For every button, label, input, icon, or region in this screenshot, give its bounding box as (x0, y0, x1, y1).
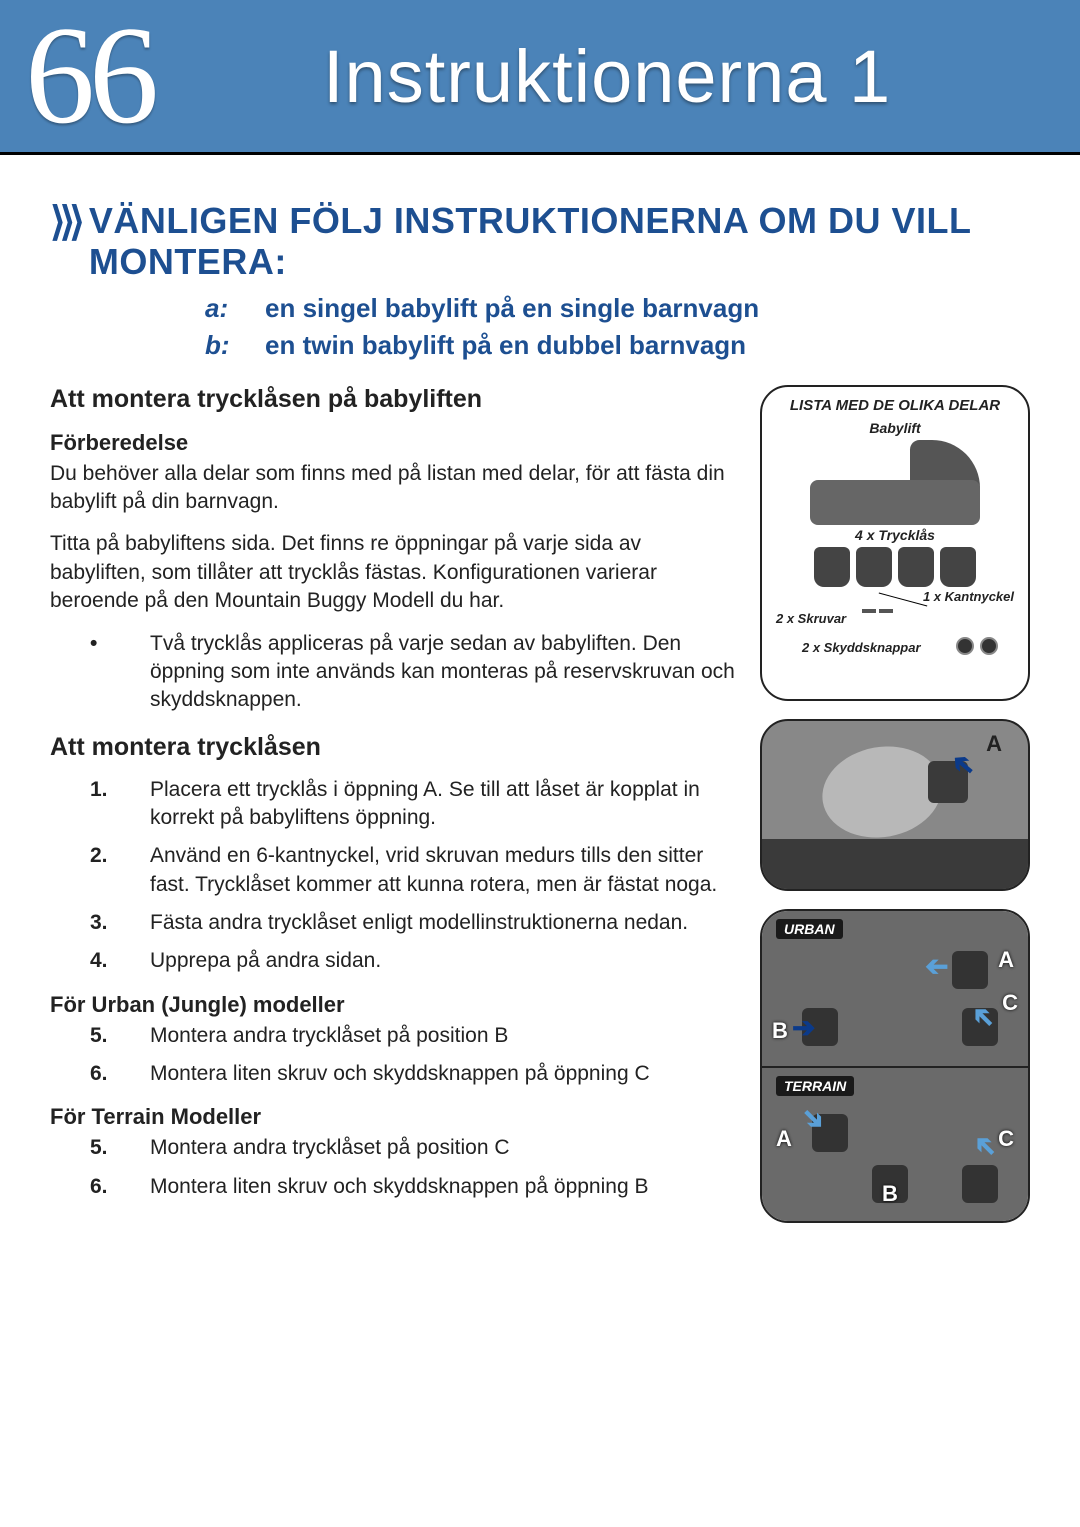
option-a: a: en singel babylift på en single barnv… (205, 293, 1030, 324)
urban-heading: För Urban (Jungle) modeller (50, 992, 740, 1018)
photo-urban: URBAN A B C ➔ ➔ ➔ (762, 911, 1028, 1066)
label-c: C (1002, 990, 1018, 1016)
chevron-icon: ⟩⟩⟩ (50, 202, 79, 242)
arrow-icon: ➔ (792, 1011, 815, 1044)
step-text: Upprepa på andra sidan. (150, 947, 740, 975)
urban-tag: URBAN (776, 919, 843, 939)
prep-para-2: Titta på babyliftens sida. Det finns re … (50, 530, 740, 615)
option-text: en singel babylift på en single barnvagn (265, 293, 759, 324)
step-number: 6. (90, 1173, 150, 1201)
terrain-tag: TERRAIN (776, 1076, 854, 1096)
page-number: 66 (0, 6, 153, 146)
page-header: 66 Instruktionerna 1 (0, 0, 1080, 155)
step-text: Montera andra trycklåset på position C (150, 1134, 740, 1162)
prep-para-1: Du behöver alla delar som finns med på l… (50, 460, 740, 517)
babylift-label: Babylift (772, 420, 1018, 436)
prep-heading: Förberedelse (50, 430, 740, 456)
option-key: b: (205, 330, 265, 361)
main-heading: VÄNLIGEN FÖLJ INSTRUKTIONERNA OM DU VILL… (89, 200, 1030, 283)
small-parts: 1 x Kantnyckel 2 x Skruvar 2 x Skyddskna… (772, 589, 1018, 659)
step-number: 2. (90, 842, 150, 899)
arrow-icon: ➔ (925, 951, 948, 984)
label-b: B (772, 1018, 788, 1044)
step-number: 6. (90, 1060, 150, 1088)
bullet-item: • Två trycklås appliceras på varje sedan… (90, 630, 740, 715)
step-item: 3. Fästa andra trycklåset enligt modelli… (90, 909, 740, 937)
step-item: 5. Montera andra trycklåset på position … (90, 1022, 740, 1050)
photo-terrain: TERRAIN A B C ➔ ➔ (762, 1066, 1028, 1221)
babylift-illustration (810, 440, 980, 525)
option-text: en twin babylift på en dubbel barnvagn (265, 330, 746, 361)
step-item: 2. Använd en 6-kantnyckel, vrid skruvan … (90, 842, 740, 899)
step-number: 5. (90, 1022, 150, 1050)
bullet-text: Två trycklås appliceras på varje sedan a… (150, 630, 740, 715)
label-b: B (882, 1181, 898, 1207)
option-b: b: en twin babylift på en dubbel barnvag… (205, 330, 1030, 361)
terrain-heading: För Terrain Modeller (50, 1104, 740, 1130)
clips-illustration (772, 547, 1018, 587)
model-photo-group: URBAN A B C ➔ ➔ ➔ TERRAIN A (760, 909, 1030, 1223)
screws-label: 2 x Skruvar (776, 611, 846, 626)
step-text: Placera ett trycklås i öppning A. Se til… (150, 776, 740, 833)
photo-position-a: A ➔ (760, 719, 1030, 891)
label-a: A (986, 731, 1002, 757)
page-content: ⟩⟩⟩ VÄNLIGEN FÖLJ INSTRUKTIONERNA OM DU … (0, 155, 1080, 1223)
page-title: Instruktionerna 1 (323, 34, 891, 119)
step-text: Använd en 6-kantnyckel, vrid skruvan med… (150, 842, 740, 899)
screws-illustration (862, 609, 893, 613)
clips-label: 4 x Trycklås (772, 527, 1018, 543)
bullet-dot-icon: • (90, 630, 150, 715)
caps-label: 2 x Skyddsknappar (802, 640, 921, 655)
step-number: 4. (90, 947, 150, 975)
label-a: A (998, 947, 1014, 973)
right-column: LISTA MED DE OLIKA DELAR Babylift 4 x Tr… (760, 385, 1030, 1223)
section-heading-2: Att montera trycklåsen (50, 733, 740, 762)
left-column: Att montera trycklåsen på babyliften För… (50, 385, 740, 1223)
step-number: 1. (90, 776, 150, 833)
two-column-layout: Att montera trycklåsen på babyliften För… (50, 385, 1030, 1223)
step-text: Montera liten skruv och skyddsknappen på… (150, 1173, 740, 1201)
step-text: Fästa andra trycklåset enligt modellinst… (150, 909, 740, 937)
leader-line (879, 592, 928, 606)
step-item: 6. Montera liten skruv och skyddsknappen… (90, 1173, 740, 1201)
option-key: a: (205, 293, 265, 324)
section-heading: Att montera trycklåsen på babyliften (50, 385, 740, 414)
step-number: 5. (90, 1134, 150, 1162)
parts-title: LISTA MED DE OLIKA DELAR (772, 397, 1018, 414)
step-number: 3. (90, 909, 150, 937)
caps-illustration (956, 637, 998, 655)
parts-list-panel: LISTA MED DE OLIKA DELAR Babylift 4 x Tr… (760, 385, 1030, 701)
step-text: Montera liten skruv och skyddsknappen på… (150, 1060, 740, 1088)
step-item: 6. Montera liten skruv och skyddsknappen… (90, 1060, 740, 1088)
label-a: A (776, 1126, 792, 1152)
step-item: 1. Placera ett trycklås i öppning A. Se … (90, 776, 740, 833)
option-list: a: en singel babylift på en single barnv… (205, 293, 1030, 361)
step-list: 1. Placera ett trycklås i öppning A. Se … (50, 776, 740, 976)
hexkey-label: 1 x Kantnyckel (923, 589, 1014, 604)
step-text: Montera andra trycklåset på position B (150, 1022, 740, 1050)
step-item: 4. Upprepa på andra sidan. (90, 947, 740, 975)
main-heading-row: ⟩⟩⟩ VÄNLIGEN FÖLJ INSTRUKTIONERNA OM DU … (50, 200, 1030, 283)
step-item: 5. Montera andra trycklåset på position … (90, 1134, 740, 1162)
